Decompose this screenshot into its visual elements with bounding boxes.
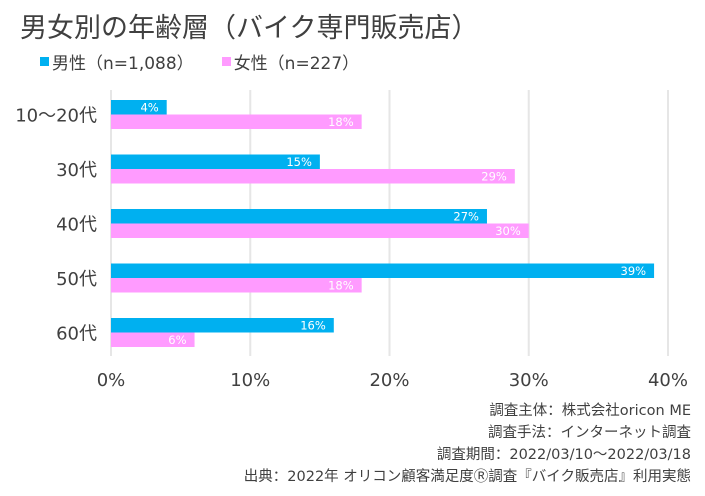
note-source: 出典：2022年 オリコン顧客満足度Ⓡ調査『バイク販売店』利用実態: [243, 469, 691, 485]
data-label-female: 18%: [328, 115, 354, 129]
category-label: 50代: [56, 269, 97, 290]
data-label-male: 4%: [140, 101, 158, 115]
data-label-female: 6%: [168, 333, 186, 347]
bar-female: [111, 223, 529, 238]
bar-female: [111, 169, 515, 184]
bar-female: [111, 332, 195, 347]
survey-notes: 調査主体：株式会社oricon ME 調査手法：インターネット調査 調査期間：2…: [244, 400, 691, 488]
bar-chart: 0% 10% 20% 30% 40% 10～20代 4% 18% 30代 15% 29% 40代 27%…: [15, 90, 688, 391]
data-label-female: 30%: [495, 224, 521, 238]
legend-item-female: 女性（n=227）: [221, 49, 360, 74]
data-label-male: 16%: [300, 319, 326, 333]
category-label: 40代: [56, 215, 97, 236]
data-label-female: 18%: [328, 279, 354, 293]
data-label-male: 27%: [453, 210, 479, 224]
x-tick-label-10: 10%: [230, 370, 270, 391]
note-survey-organizer: 調査主体：株式会社oricon ME: [489, 403, 691, 419]
bar-female: [111, 278, 362, 293]
bar-male: [111, 154, 320, 169]
note-survey-period: 調査期間：2022/03/10～2022/03/18: [436, 447, 691, 463]
legend-swatch-male: [40, 57, 49, 66]
category-label: 60代: [56, 324, 97, 345]
x-tick-label-20: 20%: [369, 370, 409, 391]
data-label-male: 15%: [286, 155, 312, 169]
bar-male: [111, 318, 334, 333]
category-label: 30代: [56, 160, 97, 181]
category-label: 10～20代: [15, 106, 97, 127]
legend-item-male: 男性（n=1,088）: [40, 49, 194, 74]
data-label-female: 29%: [481, 170, 507, 184]
data-label-male: 39%: [621, 264, 647, 278]
legend: 男性（n=1,088） 女性（n=227）: [40, 49, 359, 74]
bar-male: [111, 263, 655, 278]
chart-title: 男女別の年齢層（バイク専門販売店）: [20, 13, 479, 44]
bar-female: [111, 114, 362, 129]
note-survey-method: 調査手法：インターネット調査: [488, 425, 691, 441]
x-tick-label-0: 0%: [97, 370, 126, 391]
legend-label-male: 男性（n=1,088）: [52, 54, 194, 74]
legend-swatch-female: [221, 57, 231, 66]
bar-male: [111, 100, 167, 115]
legend-label-female: 女性（n=227）: [233, 54, 360, 74]
x-tick-label-30: 30%: [509, 370, 549, 391]
bar-male: [111, 209, 487, 224]
x-tick-label-40: 40%: [648, 370, 688, 391]
